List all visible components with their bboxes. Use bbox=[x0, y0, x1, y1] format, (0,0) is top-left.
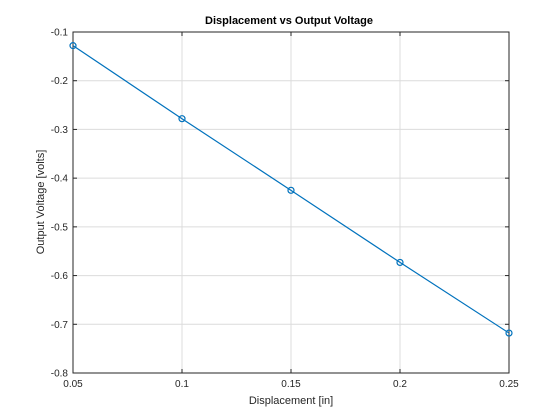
x-tick-label: 0.15 bbox=[281, 379, 301, 390]
y-tick-label: -0.3 bbox=[51, 125, 69, 136]
plot-area bbox=[69, 42, 513, 337]
y-tick-label: -0.7 bbox=[51, 320, 69, 331]
data-point-marker bbox=[287, 186, 295, 194]
x-tick-label: 0.25 bbox=[499, 379, 519, 390]
y-tick-label: -0.5 bbox=[51, 222, 69, 233]
chart-title: Displacement vs Output Voltage bbox=[205, 15, 373, 27]
y-tick-label: -0.6 bbox=[51, 271, 69, 282]
y-tick-label: -0.1 bbox=[51, 28, 69, 39]
y-tick-label: -0.4 bbox=[51, 174, 69, 185]
y-tick-label: -0.8 bbox=[51, 369, 69, 380]
data-point-marker bbox=[396, 258, 404, 267]
series-line bbox=[72, 45, 510, 334]
x-tick-label: 0.05 bbox=[63, 379, 83, 390]
y-axis-label: Output Voltage [volts] bbox=[35, 150, 47, 255]
data-point-marker bbox=[505, 329, 513, 337]
data-point-marker bbox=[178, 115, 186, 123]
x-tick-label: 0.2 bbox=[393, 379, 407, 390]
axes-frame bbox=[72, 31, 510, 374]
x-axis-label: Displacement [in] bbox=[249, 395, 333, 407]
data-point-marker bbox=[69, 42, 77, 50]
axis-ticks: 0.05 0.1 0.15 0.2 0.25 -0.8 -0.7 -0.6 -0.5 -0.4 -0… bbox=[51, 28, 519, 391]
x-tick-label: 0.1 bbox=[175, 379, 189, 390]
y-tick-label: -0.2 bbox=[51, 76, 69, 87]
